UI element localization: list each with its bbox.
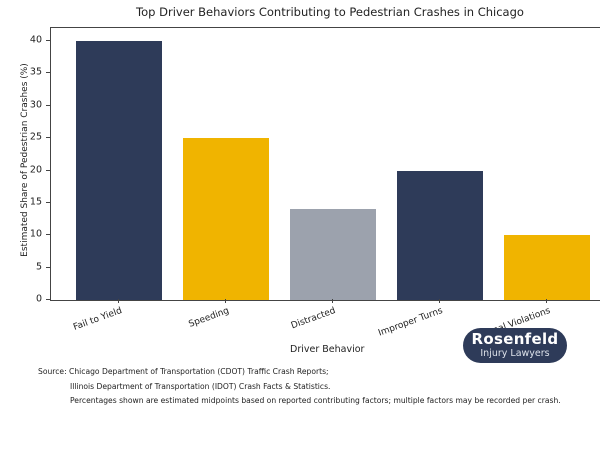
bar-improper-turns <box>397 170 483 300</box>
y-tick-mark <box>46 72 50 74</box>
y-tick-mark <box>46 169 50 171</box>
y-tick-label: 15 <box>29 196 42 208</box>
logo-subtitle: Injury Lawyers <box>480 348 550 359</box>
y-tick-mark <box>46 234 50 236</box>
x-tick-label: Speeding <box>187 306 231 330</box>
y-tick-mark <box>46 299 50 300</box>
x-tick-label: Fail to Yield <box>72 306 124 333</box>
x-tick-label: Improper Turns <box>377 306 445 339</box>
y-tick-label: 40 <box>29 34 42 46</box>
source-line-2: Illinois Department of Transportation (I… <box>70 381 331 391</box>
bar-speeding <box>183 138 269 300</box>
y-tick-mark <box>46 137 50 139</box>
logo-name: Rosenfeld <box>471 330 559 348</box>
x-tick-mark <box>225 299 226 303</box>
x-tick-label: Distracted <box>290 306 338 332</box>
y-tick-label: 10 <box>29 228 42 240</box>
x-tick-mark <box>439 299 440 303</box>
source-line-3: Percentages shown are estimated midpoint… <box>70 396 561 405</box>
y-tick-label: 25 <box>29 131 42 143</box>
chart-title: Top Driver Behaviors Contributing to Ped… <box>136 5 524 19</box>
y-tick-mark <box>46 201 50 203</box>
y-axis-title: Estimated Share of Pedestrian Crashes (%… <box>20 63 30 257</box>
x-tick-mark <box>332 299 333 303</box>
y-tick-label: 5 <box>35 261 42 273</box>
y-tick-label: 0 <box>35 293 42 305</box>
source-note: Source: Chicago Department of Transporta… <box>38 365 561 409</box>
bar-fail-to-yield <box>76 41 162 300</box>
rosenfeld-logo: Rosenfeld Injury Lawyers <box>463 328 567 363</box>
y-tick-mark <box>46 40 50 41</box>
source-line-1: Source: Chicago Department of Transporta… <box>38 367 329 376</box>
y-tick-mark <box>46 266 50 268</box>
x-tick-mark <box>546 299 547 303</box>
x-tick-mark <box>118 299 119 303</box>
bar-signal-violations <box>504 235 590 300</box>
y-tick-label: 35 <box>29 66 42 78</box>
x-axis-title: Driver Behavior <box>290 344 365 355</box>
y-tick-mark <box>46 104 50 106</box>
bar-distracted <box>290 209 376 300</box>
y-tick-label: 20 <box>29 164 42 175</box>
plot-area <box>50 27 600 301</box>
y-tick-label: 30 <box>29 99 42 111</box>
